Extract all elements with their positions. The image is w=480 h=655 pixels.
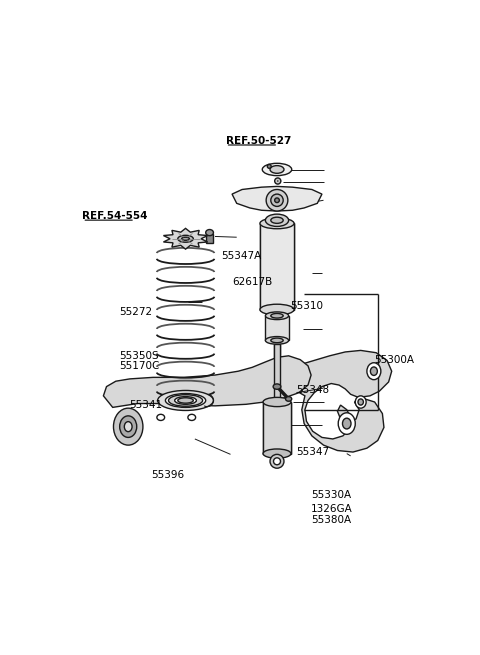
Text: 55310: 55310: [290, 301, 323, 311]
Ellipse shape: [263, 449, 291, 458]
Polygon shape: [260, 223, 294, 310]
Ellipse shape: [260, 218, 294, 229]
Ellipse shape: [124, 422, 132, 432]
Ellipse shape: [267, 164, 271, 168]
Ellipse shape: [275, 198, 279, 202]
Ellipse shape: [338, 413, 355, 434]
Ellipse shape: [286, 397, 292, 402]
Ellipse shape: [178, 398, 193, 403]
Ellipse shape: [181, 237, 190, 240]
Ellipse shape: [274, 458, 280, 465]
Ellipse shape: [178, 235, 193, 242]
Ellipse shape: [206, 229, 214, 236]
Ellipse shape: [343, 418, 351, 429]
Text: 55348: 55348: [296, 384, 329, 395]
Polygon shape: [206, 234, 213, 244]
Text: 62617B: 62617B: [232, 277, 272, 288]
Ellipse shape: [271, 338, 283, 343]
Polygon shape: [274, 345, 280, 402]
Ellipse shape: [166, 394, 206, 407]
Text: REF.50-527: REF.50-527: [226, 136, 291, 146]
Ellipse shape: [270, 166, 284, 174]
Text: 55272: 55272: [119, 307, 152, 316]
Ellipse shape: [276, 179, 279, 183]
Text: 55347: 55347: [296, 447, 329, 457]
Ellipse shape: [358, 399, 363, 405]
Ellipse shape: [275, 178, 281, 184]
Ellipse shape: [270, 455, 284, 468]
Ellipse shape: [266, 189, 288, 211]
Text: 55350S: 55350S: [119, 352, 158, 362]
Text: REF.54-554: REF.54-554: [83, 212, 148, 221]
Polygon shape: [283, 350, 392, 452]
Ellipse shape: [157, 415, 165, 421]
Ellipse shape: [265, 337, 288, 345]
Ellipse shape: [263, 398, 291, 407]
Ellipse shape: [355, 396, 366, 408]
Ellipse shape: [367, 363, 381, 380]
Ellipse shape: [175, 397, 196, 404]
Ellipse shape: [157, 390, 214, 411]
Ellipse shape: [262, 163, 292, 176]
Ellipse shape: [120, 416, 137, 438]
Text: 55347A: 55347A: [221, 251, 261, 261]
Ellipse shape: [271, 314, 283, 318]
Polygon shape: [265, 316, 288, 341]
Text: 1326GA: 1326GA: [311, 504, 353, 514]
Ellipse shape: [265, 312, 288, 320]
Polygon shape: [232, 187, 322, 211]
Text: 55170C: 55170C: [119, 360, 159, 371]
Ellipse shape: [260, 304, 294, 315]
Text: 55380A: 55380A: [311, 515, 351, 525]
Text: 55396: 55396: [151, 470, 184, 480]
Ellipse shape: [113, 408, 143, 445]
Ellipse shape: [273, 384, 281, 389]
Ellipse shape: [271, 217, 283, 223]
Text: 55300A: 55300A: [374, 354, 414, 365]
Ellipse shape: [371, 367, 377, 375]
Text: 55330A: 55330A: [311, 490, 351, 500]
Text: 55341: 55341: [129, 400, 162, 411]
Polygon shape: [263, 402, 291, 454]
Polygon shape: [103, 356, 311, 407]
Polygon shape: [163, 229, 208, 249]
Ellipse shape: [168, 395, 203, 406]
Ellipse shape: [188, 415, 196, 421]
Ellipse shape: [271, 194, 283, 206]
Ellipse shape: [265, 214, 288, 227]
